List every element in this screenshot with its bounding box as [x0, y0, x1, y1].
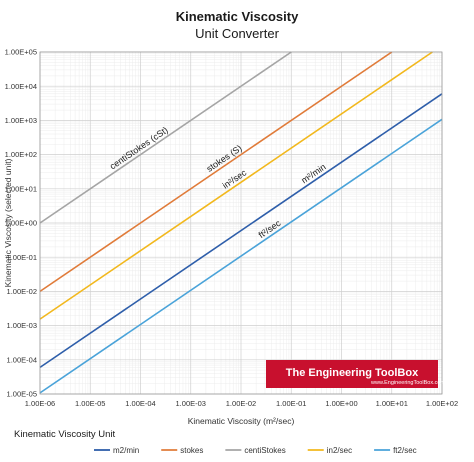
legend-entry: ft2/sec — [393, 446, 417, 455]
y-tick-label: 1.00E+04 — [5, 82, 37, 91]
y-tick-label: 1.00E-03 — [7, 321, 37, 330]
series-line-stokes — [39, 51, 393, 293]
y-tick-label: 1.00E+03 — [5, 116, 37, 125]
series-label: centiStokes (cSt) — [108, 125, 170, 172]
x-axis-label: Kinematic Viscosity (m²/sec) — [188, 416, 295, 426]
watermark-text: The Engineering ToolBox — [286, 367, 419, 379]
watermark-url: www.EngineeringToolBox.com — [370, 380, 445, 386]
y-tick-labels: 1.00E-05 1.00E-04 1.00E-03 1.00E-02 1.00E-01… — [5, 48, 37, 399]
series-lines — [39, 51, 443, 394]
x-tick-label: 1.00E-06 — [25, 399, 55, 408]
y-tick-label: 1.00E-04 — [7, 355, 37, 364]
y-tick-label: 1.00E-05 — [7, 390, 37, 399]
y-tick-label: 1.00E-01 — [7, 253, 37, 262]
x-tick-label: 1.00E+00 — [325, 399, 357, 408]
watermark-box — [266, 360, 438, 388]
y-tick-label: 1.00E-02 — [7, 287, 37, 296]
y-tick-label: 1.00E+02 — [5, 150, 37, 159]
series-line-in2sec — [39, 51, 433, 320]
chart-title: Kinematic Viscosity — [176, 9, 299, 24]
x-tick-labels: 1.00E-06 1.00E-05 1.00E-04 1.00E-03 1.00E-02… — [25, 399, 458, 408]
x-tick-label: 1.00E+01 — [376, 399, 408, 408]
y-tick-label: 1.00E+05 — [5, 48, 37, 57]
series-line-ft2sec — [39, 118, 443, 394]
x-tick-label: 1.00E-03 — [176, 399, 206, 408]
series-label: stokes (S) — [205, 143, 244, 174]
x-tick-label: 1.00E-02 — [226, 399, 256, 408]
plot-area — [39, 51, 443, 395]
legend-entry: stokes — [180, 446, 203, 455]
x-tick-label: 1.00E-01 — [276, 399, 306, 408]
x-tick-label: 1.00E-04 — [125, 399, 155, 408]
y-tick-label: 1.00E+01 — [5, 184, 37, 193]
x-tick-label: 1.00E+02 — [426, 399, 458, 408]
watermark: The Engineering ToolBox www.EngineeringT… — [266, 360, 445, 388]
legend-title: Kinematic Viscosity Unit — [14, 429, 116, 440]
series-line-m2min — [39, 93, 443, 369]
legend-entry: in2/sec — [327, 446, 352, 455]
chart-subtitle: Unit Converter — [195, 26, 279, 41]
y-axis-label: Kinematic Viscosity (selected unit) — [3, 158, 13, 287]
major-grid — [39, 51, 443, 395]
legend: m2/min stokes centiStokes in2/sec ft2/sec — [94, 446, 417, 455]
legend-entry: m2/min — [113, 446, 139, 455]
legend-entry: centiStokes — [244, 446, 285, 455]
series-line-centistokes — [39, 51, 292, 224]
x-tick-label: 1.00E-05 — [75, 399, 105, 408]
y-tick-label: 1.00E+00 — [5, 219, 37, 228]
